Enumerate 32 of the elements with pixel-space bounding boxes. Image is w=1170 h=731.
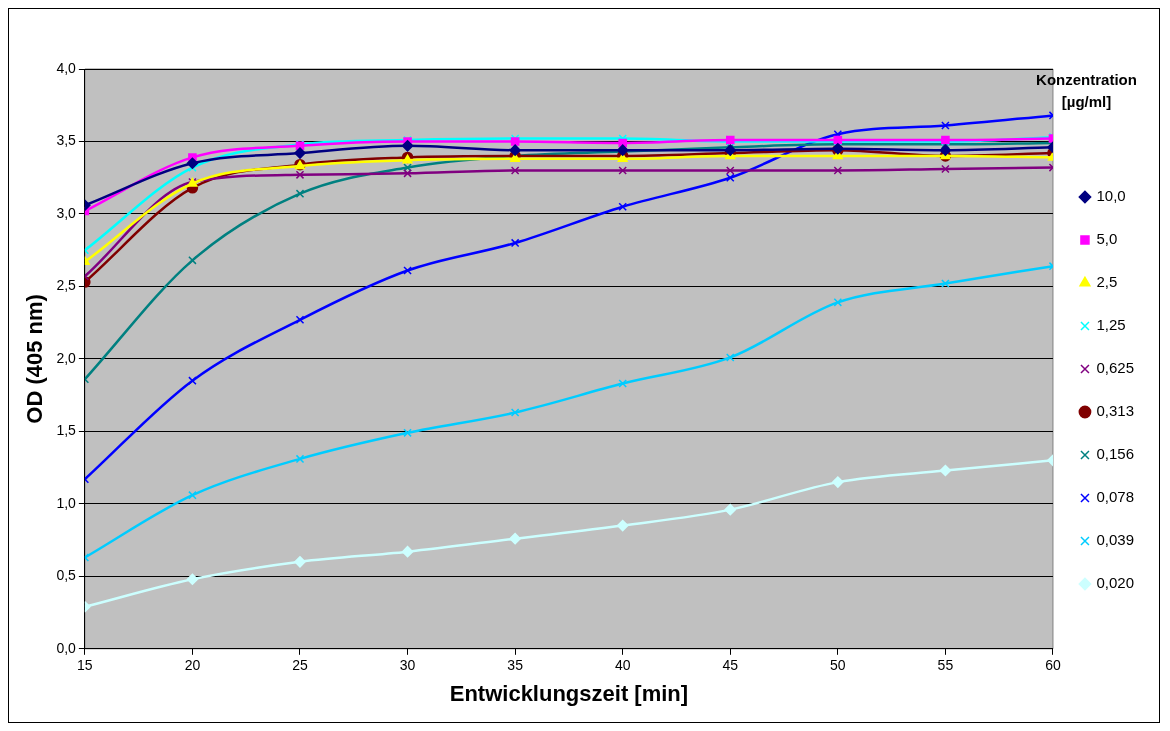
legend-label: 10,0: [1096, 187, 1126, 205]
legend-title: Konzentration [µg/ml]: [1035, 70, 1138, 112]
legend-label: 2,5: [1096, 273, 1118, 291]
x-axis-title: Entwicklungszeit [min]: [449, 680, 689, 706]
y-tick-label: 0,0: [56, 639, 77, 656]
y-axis-title: OD (405 nm): [22, 294, 48, 424]
legend-label: 5,0: [1096, 230, 1118, 248]
y-tick-label: 2,5: [56, 277, 77, 294]
x-tick-label: 40: [614, 657, 631, 674]
y-tick-label: 2,0: [56, 349, 77, 366]
x-tick-label: 15: [77, 657, 93, 674]
x-tick-label: 35: [507, 657, 524, 674]
x-tick-label: 50: [830, 657, 846, 674]
legend-label: 0,313: [1096, 402, 1135, 420]
legend-label: 0,039: [1096, 531, 1135, 549]
x-tick-label: 20: [184, 657, 201, 674]
x-tick-label: 25: [292, 657, 308, 674]
x-tick-label: 45: [722, 657, 739, 674]
x-tick-label: 60: [1045, 657, 1061, 674]
y-tick-label: 3,5: [56, 132, 77, 149]
y-tick-label: 3,0: [56, 204, 77, 221]
legend-label: 0,020: [1096, 574, 1135, 592]
y-tick-label: 0,5: [56, 567, 77, 584]
y-tick-label: 4,0: [56, 59, 77, 76]
legend-label: 0,156: [1096, 445, 1135, 463]
y-tick-label: 1,0: [56, 494, 77, 511]
legend-label: 1,25: [1096, 316, 1126, 334]
legend-label: 0,625: [1096, 359, 1135, 377]
y-tick-label: 1,5: [56, 422, 77, 439]
x-tick-label: 30: [399, 657, 416, 674]
legend-label: 0,078: [1096, 488, 1135, 506]
x-tick-label: 55: [937, 657, 954, 674]
